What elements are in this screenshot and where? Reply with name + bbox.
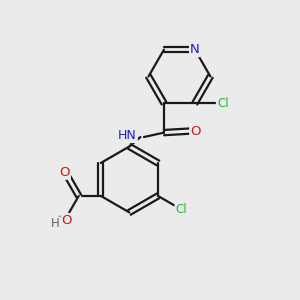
Text: N: N xyxy=(190,43,200,56)
Text: HN: HN xyxy=(118,129,137,142)
Text: O: O xyxy=(59,166,70,179)
Text: O: O xyxy=(61,214,72,227)
Text: Cl: Cl xyxy=(218,97,229,110)
Text: Cl: Cl xyxy=(176,203,187,216)
Text: H: H xyxy=(50,217,59,230)
Text: O: O xyxy=(190,124,201,138)
